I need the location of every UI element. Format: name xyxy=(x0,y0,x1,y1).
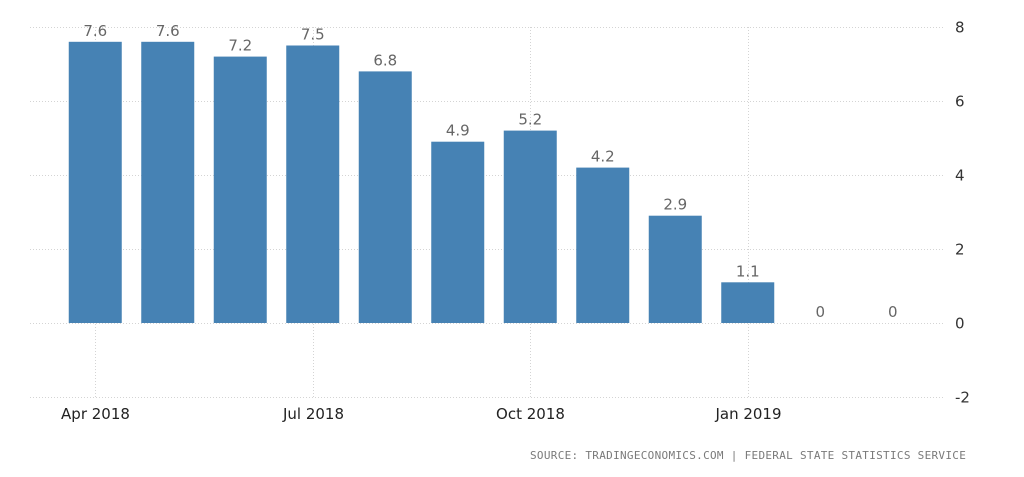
bar-value-label: 6.8 xyxy=(373,51,397,69)
bar[interactable] xyxy=(141,41,195,324)
bar[interactable] xyxy=(503,130,557,323)
bar[interactable] xyxy=(286,45,340,324)
y-tick-label: 6 xyxy=(955,93,965,111)
y-tick-label: -2 xyxy=(955,389,970,407)
bar-value-label: 4.9 xyxy=(446,122,470,140)
y-tick-label: 4 xyxy=(955,167,965,185)
x-tick-label: Jan 2019 xyxy=(714,405,781,423)
x-tick-label: Jul 2018 xyxy=(282,405,344,423)
bar[interactable] xyxy=(721,282,775,323)
bar-value-label: 7.2 xyxy=(228,37,252,55)
bar[interactable] xyxy=(68,41,122,324)
bar[interactable] xyxy=(358,71,412,324)
y-tick-label: 8 xyxy=(955,19,965,37)
y-axis-ticks: 8 6 4 2 0 -2 xyxy=(955,19,970,407)
bar-value-label: 2.9 xyxy=(663,196,687,214)
x-axis-ticks: Apr 2018 Jul 2018 Oct 2018 Jan 2019 xyxy=(61,405,781,423)
source-note: SOURCE: TRADINGECONOMICS.COM | FEDERAL S… xyxy=(530,449,967,462)
bar-value-label: 0 xyxy=(888,303,898,321)
y-tick-label: 0 xyxy=(955,315,965,333)
bar-value-label: 7.6 xyxy=(156,22,180,40)
bar[interactable] xyxy=(431,141,485,323)
bar-value-label: 1.1 xyxy=(736,262,760,280)
bar-value-label: 7.6 xyxy=(83,22,107,40)
bar-value-label: 0 xyxy=(815,303,825,321)
x-tick-label: Oct 2018 xyxy=(496,405,565,423)
bar-value-label: 4.2 xyxy=(591,148,615,166)
bar[interactable] xyxy=(648,215,702,323)
bar[interactable] xyxy=(213,56,267,323)
y-tick-label: 2 xyxy=(955,241,965,259)
x-tick-label: Apr 2018 xyxy=(61,405,130,423)
bars xyxy=(68,41,775,324)
value-labels: 7.6 7.6 7.2 7.5 6.8 4.9 5.2 4.2 2.9 1.1 0 0 xyxy=(83,22,897,321)
bar-value-label: 7.5 xyxy=(301,26,325,44)
bar-value-label: 5.2 xyxy=(518,111,542,129)
grid-lines xyxy=(30,27,945,398)
bar[interactable] xyxy=(576,167,630,323)
